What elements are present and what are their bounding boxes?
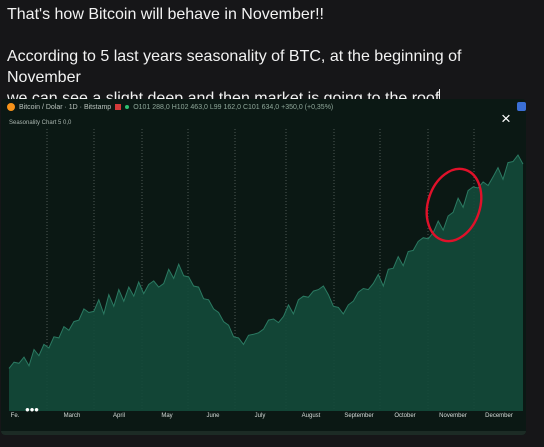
status-dot-icon <box>125 105 130 109</box>
seasonality-chart <box>8 129 524 411</box>
x-axis-labels: Fe. March April May June July August September O… <box>1 413 526 425</box>
x-tick-label: June <box>206 413 220 419</box>
text-caret <box>439 89 441 106</box>
post-line-2: According to 5 last years seasonality of… <box>7 48 462 86</box>
country-flag-icon <box>517 102 526 111</box>
x-tick-label: Fe. <box>10 413 20 419</box>
ohlc-values: O101 288,0 H102 463,0 L99 162,0 C101 634… <box>133 103 334 111</box>
blank-line <box>7 25 537 46</box>
chart-symbol: Bitcoin / Dolar · 1D · Bitstamp <box>19 103 112 111</box>
x-tick-label: September <box>344 413 374 419</box>
close-icon: × <box>501 109 511 128</box>
price-area <box>9 155 523 411</box>
price-line <box>8 154 524 369</box>
indicator-label: Seasonality Chart 5 0,0 <box>9 120 72 126</box>
x-tick-label: March <box>63 413 81 419</box>
chart-header: Bitcoin / Dolar · 1D · Bitstamp O101 288… <box>7 101 333 113</box>
close-button[interactable]: × <box>497 110 515 128</box>
post-text: That's how Bitcoin will behave in Novemb… <box>7 4 537 109</box>
x-tick-label: November <box>439 413 467 419</box>
annotation-circle <box>425 167 483 243</box>
x-tick-label: April <box>112 413 126 419</box>
x-tick-label: May <box>161 413 173 419</box>
flag-icon <box>115 104 122 110</box>
more-icon: ••• <box>25 401 39 417</box>
chart-bottom-strip <box>1 431 526 435</box>
bitcoin-icon <box>7 103 15 111</box>
chart-image[interactable]: Bitcoin / Dolar · 1D · Bitstamp O101 288… <box>1 99 526 435</box>
more-options-button[interactable]: ••• <box>20 399 44 419</box>
x-tick-label: August <box>301 413 321 419</box>
x-tick-label: December <box>485 413 513 419</box>
x-tick-label: July <box>254 413 266 419</box>
x-tick-label: October <box>394 413 416 419</box>
post-line-1: That's how Bitcoin will behave in Novemb… <box>7 6 324 23</box>
